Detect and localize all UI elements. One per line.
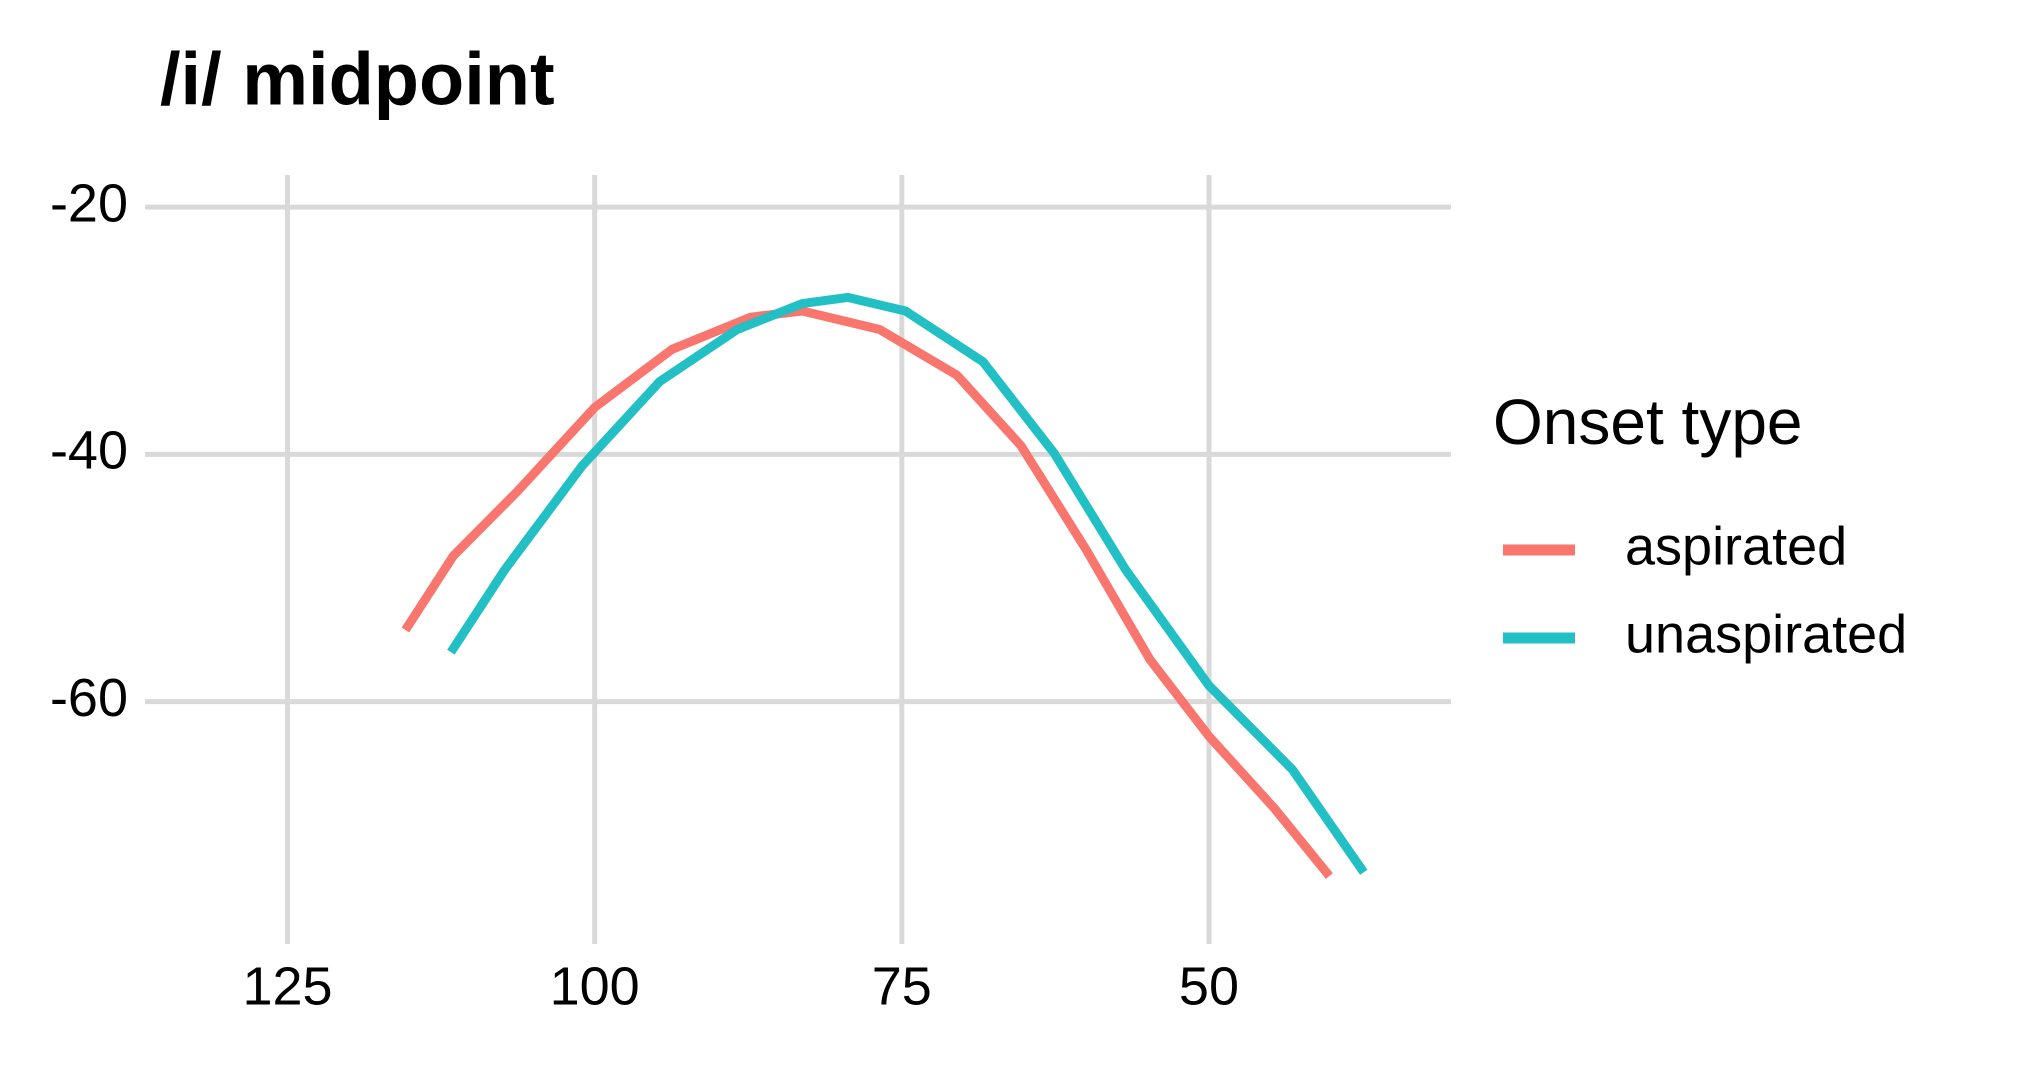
x-tick-label: 50 [1179,956,1239,1016]
legend-label: aspirated [1625,516,1847,576]
line [401,306,1333,879]
y-tick-label: -20 [50,173,128,233]
y-tick-label: -60 [50,668,128,728]
x-tick-label: 75 [872,956,932,1016]
chart-title: /i/ midpoint [160,38,555,121]
x-tick-label: 125 [242,956,332,1016]
line [447,292,1368,875]
x-tick-label: 100 [550,956,640,1016]
y-tick-label: -40 [50,421,128,481]
legend-label: unaspirated [1625,604,1907,664]
legend-title: Onset type [1493,386,1803,458]
